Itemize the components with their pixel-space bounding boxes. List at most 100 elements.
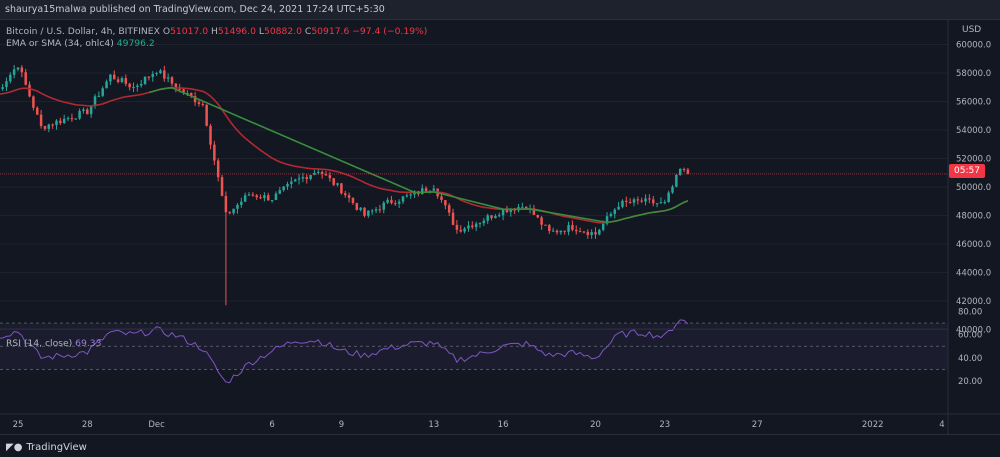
candle-body [9,74,12,82]
candle-body [93,96,97,106]
candle-body [501,208,505,216]
candle-body [521,206,524,208]
candle-body [213,144,216,161]
publisher-line: shaurya15malwa published on TradingView.… [5,4,385,15]
candle-body [682,168,686,170]
candle-body [220,177,224,196]
candle-body [309,174,312,179]
price-tick-label: 58000.0 [956,69,991,79]
candle-body [617,206,620,210]
time-tick-label: 4 [939,420,944,430]
price-tick-label: 60000.0 [956,41,991,51]
candle-body [601,223,605,230]
candle-body [166,77,170,79]
open-label: O [162,26,171,37]
time-tick-label: 13 [428,420,439,430]
symbol-legend[interactable]: Bitcoin / U.S. Dollar, 4h, BITFINEX O510… [6,26,427,37]
price-tick-label: 46000.0 [956,240,991,250]
candle-body [632,199,636,203]
price-tick-label: 42000.0 [956,297,991,307]
candle-body [186,93,189,95]
candle-body [640,200,643,202]
candle-body [559,230,563,233]
time-tick-label: 9 [339,420,344,430]
candle-body [386,199,389,203]
candle-body [621,200,624,207]
candle-body [124,78,128,84]
close-value: 50917.6 [311,26,350,37]
candle-body [89,105,93,115]
candle-body [274,193,278,201]
rsi-legend[interactable]: RSI (14, close) 69.33 [6,338,101,349]
candle-body [394,203,397,205]
candle-body [109,74,112,82]
candle-body [409,194,412,196]
time-tick-label: 23 [659,420,670,430]
candle-body [286,183,289,187]
candle-body [494,215,497,219]
tradingview-brand[interactable]: ◤● TradingView [6,440,87,454]
candle-body [420,188,424,195]
candle-body [132,86,135,88]
candle-body [182,89,185,94]
candle-body [240,201,243,205]
candle-body [370,210,374,212]
candle-body [459,229,463,232]
candle-body [278,190,282,194]
candle-body [686,169,690,174]
low-value: 50882.0 [263,26,302,37]
candle-body [70,118,74,120]
candle-body [551,230,555,232]
candle-body [405,195,409,197]
candle-body [478,223,482,225]
candle-body [224,195,228,213]
candle-body [490,215,493,219]
candle-body [332,178,335,185]
candle-body [24,72,27,85]
chart-frame[interactable]: 60000.0 58000.0 56000.0 54000.0 52000.0 50000… [0,20,1000,434]
candle-body [120,78,124,82]
candle-body [574,229,578,232]
candle-body [644,198,647,202]
candle-body [367,210,370,216]
candle-body [401,196,405,202]
price-chart-svg[interactable]: 60000.0 58000.0 56000.0 54000.0 52000.0 50000… [0,20,1000,434]
high-label: H [211,26,218,37]
candle-body [297,178,301,180]
candle-body [428,190,432,192]
candle-body [293,179,297,182]
tradingview-logo-icon: ◤● [6,441,23,453]
candle-body [359,207,362,210]
candle-body [178,88,181,90]
candle-body [374,209,378,211]
rsi-tick-label: 20.00 [958,377,982,387]
time-tick-label: 16 [498,420,509,430]
candle-body [209,125,212,145]
candle-body [201,103,205,105]
candle-body [598,229,601,235]
candle-body [266,195,270,201]
time-tick-label: 27 [752,420,763,430]
candle-body [139,84,143,86]
candle-body [447,205,451,213]
rsi-value: 69.33 [75,338,102,349]
candle-body [97,95,101,97]
symbol-title: Bitcoin / U.S. Dollar, 4h, BITFINEX [6,26,160,37]
candle-body [567,225,570,232]
candle-body [243,195,247,202]
candle-body [59,120,62,124]
candle-body [197,102,201,104]
candle-body [270,200,274,202]
candle-body [586,231,590,236]
candle-body [613,209,617,214]
last-price-countdown: 05:57 [949,164,985,178]
candle-body [655,203,659,205]
candle-body [324,173,328,176]
brand-name: TradingView [26,441,87,453]
candle-body [317,171,320,173]
time-tick-label: 20 [590,420,601,430]
candle-body [675,174,678,187]
candle-body [112,74,116,80]
ema-legend[interactable]: EMA or SMA (34, ohlc4) 49796.2 [6,38,155,49]
candle-body [548,225,551,232]
